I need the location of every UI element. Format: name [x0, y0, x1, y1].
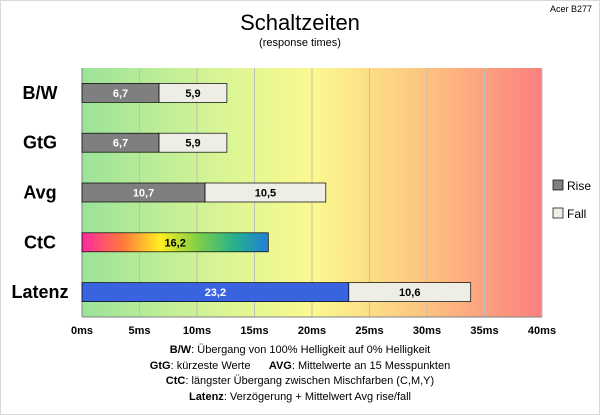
data-label-ctc: 16,2 [164, 237, 185, 249]
legend-swatch-rise [552, 179, 564, 191]
legend-notes: B/W: Übergang von 100% Helligkeit auf 0%… [0, 343, 600, 405]
category-label: CtC [24, 232, 56, 252]
note-ctc-term: CtC [165, 375, 186, 387]
note-latenz-text: : Verzögerung + Mittelwert Avg rise/fall [223, 390, 412, 403]
note-gtg-avg: GtG: kürzeste Werte AVG: Mittelwerte an … [0, 359, 600, 375]
note-latenz-term: Latenz [188, 390, 224, 403]
legend-swatch-fall [552, 207, 564, 219]
x-axis-ticks: 0ms 5ms 10ms 15ms 20ms 25ms 30ms 35ms 40ms [71, 325, 556, 337]
x-tick-label: 0ms [71, 325, 93, 337]
x-tick-label: 15ms [240, 325, 268, 337]
x-tick-label: 40ms [528, 325, 556, 337]
data-label-latenz: 23,2 [205, 287, 226, 299]
category-label: B/W [23, 83, 58, 103]
chart-subtitle: (response times) [259, 37, 341, 49]
x-tick-label: 5ms [128, 325, 150, 337]
note-bw-term: B/W [169, 344, 192, 356]
bar-fall [158, 83, 228, 103]
x-tick-label: 35ms [470, 325, 498, 337]
category-labels: B/W GtG Avg CtC Latenz [11, 83, 68, 302]
note-avg-text: : Mittelwerte an 15 Messpunkten [291, 359, 451, 372]
note-bw-text: : Übergang von 100% Helligkeit auf 0% He… [191, 344, 431, 356]
bar-fall [158, 132, 228, 153]
bar-fall [348, 282, 472, 302]
note-ctc: CtC: längster Übergang zwischen Mischfar… [0, 374, 600, 390]
x-tick-label: 10ms [183, 325, 211, 337]
category-label: Latenz [11, 282, 68, 302]
bars: 6,7 5,9 6,7 5,9 10,7 10,5 16,2 23,2 10,6 [81, 83, 472, 302]
x-tick-label: 25ms [355, 325, 383, 337]
note-avg-term: AVG [268, 359, 292, 372]
legend-label-fall: Fall [567, 207, 586, 221]
model-label: Acer B277 [550, 4, 592, 14]
data-label-fall: 10,5 [255, 188, 276, 200]
note-gtg-term: GtG [149, 359, 171, 372]
category-label: Avg [23, 183, 56, 203]
data-label-fall: 5,9 [185, 88, 200, 100]
chart-title: Schaltzeiten [240, 10, 360, 35]
data-label-rise: 10,7 [133, 188, 154, 200]
data-label-fall: 5,9 [185, 138, 200, 150]
bar-fall [204, 182, 327, 203]
note-gtg-text: : kürzeste Werte [170, 359, 251, 372]
legend: Rise Fall [552, 179, 591, 221]
note-bw: B/W: Übergang von 100% Helligkeit auf 0%… [0, 343, 600, 359]
data-label-rise: 6,7 [113, 88, 128, 100]
category-label: GtG [23, 133, 57, 153]
note-ctc-text: : längster Übergang zwischen Mischfarben… [185, 375, 435, 387]
x-tick-label: 30ms [413, 325, 441, 337]
bar-ctc [81, 232, 269, 253]
note-latenz: Latenz: Verzögerung + Mittelwert Avg ris… [0, 390, 600, 406]
legend-label-rise: Rise [567, 179, 591, 193]
data-label-rise: 6,7 [113, 138, 128, 150]
x-tick-label: 20ms [298, 325, 326, 337]
data-label-fall: 10,6 [399, 287, 420, 299]
